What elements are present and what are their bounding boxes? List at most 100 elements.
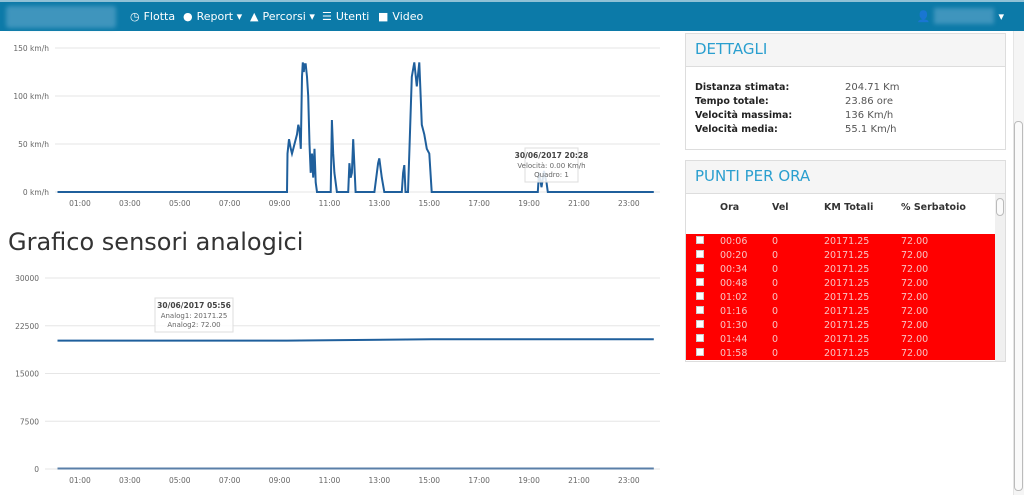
nav-report[interactable]: ● Report ▾: [183, 10, 243, 23]
y-tick-label: 100 km/h: [13, 92, 49, 101]
tooltip: [524, 147, 579, 183]
tooltip-title: 30/06/2017 05:56: [157, 301, 231, 310]
table-cell: 72.00: [901, 249, 929, 261]
detail-label: Velocità massima:: [695, 110, 793, 121]
row-checkbox[interactable]: [696, 277, 704, 286]
x-tick-label: 03:00: [119, 199, 141, 208]
nav-percorsi[interactable]: ▲ Percorsi ▾: [250, 10, 315, 23]
table-cell: 20171.25: [824, 291, 870, 303]
x-tick-label: 23:00: [618, 199, 640, 208]
clock-icon: ◷: [130, 10, 140, 23]
nav-flotta[interactable]: ◷ Flotta: [130, 10, 176, 23]
table-row[interactable]: 01:02 0 20171.25 72.00: [686, 290, 996, 304]
table-cell: 72.00: [901, 291, 929, 303]
table-cell: 72.00: [901, 347, 929, 359]
detail-label: Velocità media:: [695, 124, 778, 135]
nav-video[interactable]: ■ Video: [378, 10, 424, 23]
x-tick-label: 13:00: [369, 476, 391, 485]
y-tick-label: 30000: [15, 274, 39, 283]
x-tick-label: 05:00: [169, 199, 191, 208]
table-cell: 0: [772, 291, 779, 303]
dettagli-title: DETTAGLI: [686, 34, 1005, 67]
x-tick-label: 21:00: [568, 476, 590, 485]
x-tick-label: 21:00: [568, 199, 590, 208]
x-tick-label: 15:00: [418, 476, 440, 485]
row-checkbox[interactable]: [696, 333, 704, 342]
x-tick-label: 03:00: [119, 476, 141, 485]
table-cell: 20171.25: [824, 263, 870, 275]
detail-value: 136 Km/h: [845, 110, 894, 121]
table-cell: 72.00: [901, 319, 929, 331]
series-line: [57, 62, 654, 193]
table-cell: 01:02: [720, 291, 748, 303]
table-row[interactable]: 01:58 0 20171.25 72.00: [686, 346, 996, 360]
table-row[interactable]: 00:20 0 20171.25 72.00: [686, 248, 996, 262]
tooltip-title: 30/06/2017 20:28: [515, 151, 589, 160]
detail-row: Velocità media: 55.1 Km/h: [686, 123, 1005, 137]
tooltip: [154, 297, 234, 333]
list-icon: ☰: [322, 10, 332, 23]
detail-value: 55.1 Km/h: [845, 124, 897, 135]
table-cell: 0: [772, 319, 779, 331]
y-tick-label: 7500: [20, 417, 39, 426]
table-row[interactable]: 01:16 0 20171.25 72.00: [686, 304, 996, 318]
y-tick-label: 0 km/h: [23, 188, 49, 197]
row-checkbox[interactable]: [696, 305, 704, 314]
row-checkbox[interactable]: [696, 235, 704, 244]
row-checkbox[interactable]: [696, 319, 704, 328]
table-cell: 20171.25: [824, 319, 870, 331]
table-cell: 72.00: [901, 263, 929, 275]
video-camera-icon: ■: [378, 10, 389, 23]
table-cell: 0: [772, 305, 779, 317]
table-scrollbar[interactable]: [995, 194, 1005, 361]
table-cell: 00:48: [720, 277, 748, 289]
row-checkbox[interactable]: [696, 263, 704, 272]
x-tick-label: 05:00: [169, 476, 191, 485]
detail-row: Tempo totale: 23.86 ore: [686, 95, 1005, 109]
table-row[interactable]: 00:34 0 20171.25 72.00: [686, 262, 996, 276]
table-cell: 00:20: [720, 249, 748, 261]
user-icon: 👤: [916, 9, 931, 23]
y-tick-label: 0: [34, 465, 39, 474]
detail-label: Tempo totale:: [695, 96, 769, 107]
user-menu[interactable]: 👤 ▾: [916, 8, 1004, 24]
table-cell: 01:44: [720, 333, 748, 345]
table-cell: 20171.25: [824, 235, 870, 247]
nav-utenti[interactable]: ☰ Utenti: [322, 10, 370, 23]
table-cell: 00:34: [720, 263, 748, 275]
tooltip-line: Analog1: 20171.25: [161, 312, 228, 320]
table-cell: 72.00: [901, 305, 929, 317]
tooltip-line: Velocità: 0.00 Km/h: [517, 162, 585, 170]
row-checkbox[interactable]: [696, 249, 704, 258]
brand-logo[interactable]: [6, 6, 116, 28]
x-tick-label: 11:00: [319, 199, 341, 208]
row-checkbox[interactable]: [696, 347, 704, 356]
x-tick-label: 07:00: [219, 199, 241, 208]
x-tick-label: 09:00: [269, 199, 291, 208]
col-vel: Vel: [772, 202, 789, 213]
dettagli-panel: DETTAGLI Distanza stimata: 204.71 Km Tempo…: [685, 33, 1006, 150]
x-tick-label: 19:00: [518, 476, 540, 485]
detail-value: 204.71 Km: [845, 82, 900, 93]
table-row[interactable]: 00:06 0 20171.25 72.00: [686, 234, 996, 248]
punti-panel: PUNTI PER ORA Ora Vel KM Totali % Serbatoio…: [685, 160, 1006, 362]
x-tick-label: 13:00: [369, 199, 391, 208]
y-tick-label: 22500: [15, 322, 39, 331]
table-cell: 01:30: [720, 319, 748, 331]
y-tick-label: 15000: [15, 370, 39, 379]
punti-title: PUNTI PER ORA: [686, 161, 1005, 194]
table-row[interactable]: 01:44 0 20171.25 72.00: [686, 332, 996, 346]
globe-icon: ●: [183, 10, 193, 23]
row-checkbox[interactable]: [696, 291, 704, 300]
col-km: KM Totali: [824, 202, 874, 213]
table-cell: 20171.25: [824, 305, 870, 317]
page-scrollbar[interactable]: [1013, 31, 1024, 495]
detail-label: Distanza stimata:: [695, 82, 790, 93]
table-row[interactable]: 01:30 0 20171.25 72.00: [686, 318, 996, 332]
table-cell: 72.00: [901, 277, 929, 289]
table-row[interactable]: 00:48 0 20171.25 72.00: [686, 276, 996, 290]
table-cell: 0: [772, 263, 779, 275]
y-tick-label: 150 km/h: [13, 44, 49, 53]
y-tick-label: 50 km/h: [18, 140, 49, 149]
x-tick-label: 17:00: [468, 199, 490, 208]
